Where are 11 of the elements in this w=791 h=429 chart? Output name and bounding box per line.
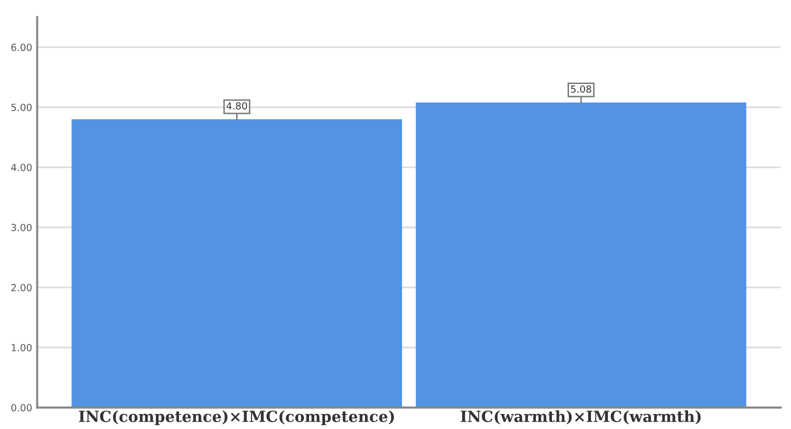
y-tick-label: 1.00	[12, 344, 32, 352]
x-tick-label: INC(warmth)×IMC(warmth)	[460, 410, 701, 424]
y-tick-label: 2.00	[11, 284, 32, 292]
x-tick-label: INC(competence)×IMC(competence)	[78, 410, 394, 426]
y-tick-label: 6.00	[11, 44, 32, 52]
y-tick-label: 0.00	[11, 404, 32, 412]
data-label: 4.80	[226, 102, 248, 110]
y-tick-label: 3.00	[11, 224, 32, 232]
data-label: 5.08	[570, 85, 592, 93]
y-tick-label: 4.00	[11, 164, 32, 172]
y-tick-label: 5.00	[11, 104, 32, 112]
